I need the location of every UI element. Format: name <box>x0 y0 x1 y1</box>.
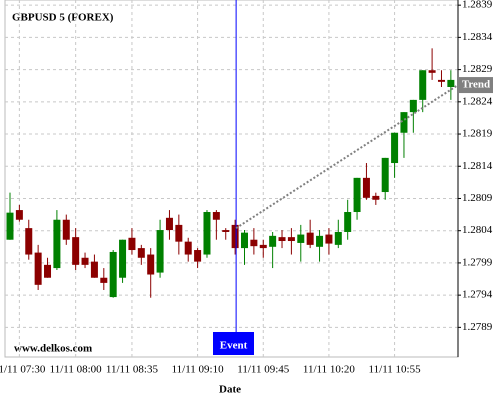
candle-body <box>100 277 108 283</box>
candle-body <box>90 261 98 278</box>
candle-body <box>119 239 127 278</box>
candle-body <box>372 195 380 200</box>
x-axis-title: Date <box>219 384 241 396</box>
y-tick-label: 1.2809 <box>462 192 493 204</box>
candle-body <box>231 224 239 249</box>
candle-body <box>184 241 192 255</box>
candle-body <box>278 237 286 242</box>
candle-body <box>250 239 258 247</box>
candle-body <box>53 219 61 269</box>
candle-body <box>194 250 202 262</box>
y-tick-label: 1.2789 <box>462 321 493 333</box>
candle-body <box>175 224 183 242</box>
y-tick-label: 1.2839 <box>462 0 493 11</box>
candle-body <box>259 244 267 249</box>
y-tick-label: 1.2794 <box>462 289 493 301</box>
candle-body <box>34 252 42 285</box>
candle-body <box>419 70 427 100</box>
y-tick-label: 1.2829 <box>462 63 493 75</box>
candle-body <box>297 234 305 243</box>
candle-body <box>81 257 89 265</box>
event-box <box>213 332 254 355</box>
candle-body <box>147 254 155 275</box>
event-label: Event <box>220 340 248 352</box>
x-tick-label: 11/11 10:55 <box>369 364 422 376</box>
candle-body <box>391 132 399 164</box>
candle-body <box>44 264 52 278</box>
y-tick-label: 1.2804 <box>462 224 493 236</box>
x-tick-label: 11/11 07:30 <box>0 364 46 376</box>
y-tick-label: 1.2834 <box>462 31 493 43</box>
y-tick-label: 1.2799 <box>462 256 493 268</box>
candle-body <box>165 217 173 231</box>
candle-body <box>6 212 14 240</box>
candle-body <box>306 232 314 245</box>
candle-body <box>25 228 33 255</box>
candle-body <box>128 237 136 251</box>
y-tick-label: 1.2819 <box>462 128 493 140</box>
candle-body <box>316 235 324 247</box>
candle-body <box>344 212 352 232</box>
candle-body <box>353 177 361 213</box>
candle-body <box>334 231 342 245</box>
x-tick-label: 11/11 10:20 <box>303 364 356 376</box>
candle-body <box>62 219 70 240</box>
candle-body <box>287 237 295 242</box>
x-tick-label: 11/11 08:00 <box>50 364 103 376</box>
candle-body <box>269 235 277 247</box>
candle-body <box>137 248 145 258</box>
x-tick-label: 11/11 08:35 <box>106 364 159 376</box>
y-tick-label: 1.2824 <box>462 95 493 107</box>
candle-body <box>447 79 455 87</box>
candle-body <box>222 230 230 232</box>
trend-box <box>459 77 493 94</box>
candle-body <box>325 234 333 244</box>
trend-line <box>235 84 459 229</box>
y-tick-label: 1.2814 <box>462 160 493 172</box>
candle-body <box>428 70 436 73</box>
candle-body <box>362 177 370 198</box>
candle-body <box>109 251 117 298</box>
x-tick-label: 11/11 09:45 <box>237 364 290 376</box>
candle-body <box>400 112 408 133</box>
chart-title: GBPUSD 5 (FOREX) <box>12 12 114 24</box>
candle-body <box>212 212 220 220</box>
plot-area <box>4 0 459 358</box>
candle-body <box>156 230 164 273</box>
x-tick-label: 11/11 09:10 <box>172 364 225 376</box>
candle-body <box>72 237 80 265</box>
candle-body <box>409 99 417 113</box>
trend-label: Trend <box>462 79 490 91</box>
candle-body <box>15 210 23 220</box>
watermark: www.delkos.com <box>14 343 92 355</box>
candle-body <box>241 232 248 249</box>
candle-body <box>381 157 389 193</box>
candle-body <box>203 212 211 255</box>
candle-body <box>437 79 445 82</box>
